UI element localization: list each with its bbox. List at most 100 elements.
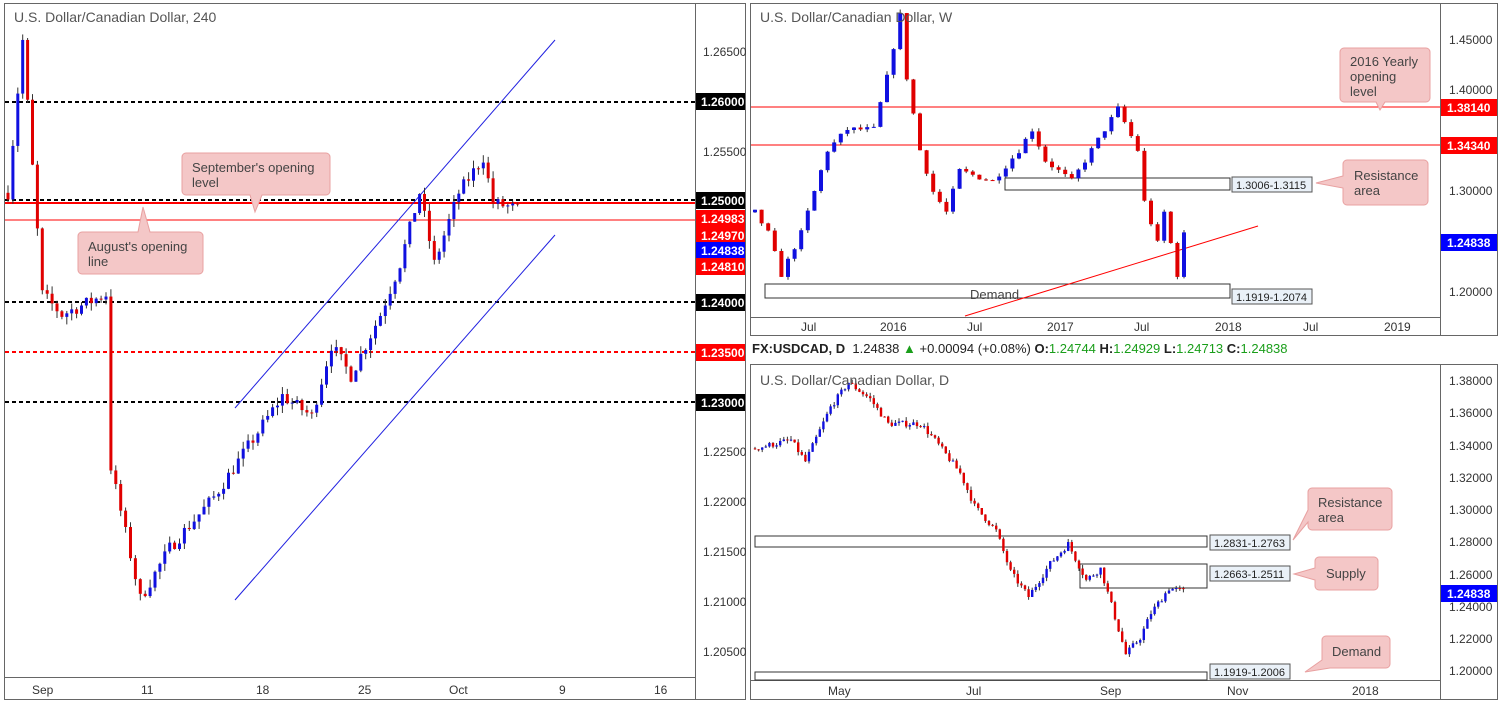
candle-up (418, 193, 422, 214)
candle-down (89, 297, 93, 304)
svg-text:Resistance: Resistance (1318, 495, 1382, 510)
y-tick: 1.25500 (703, 145, 747, 159)
candle-down (1117, 619, 1120, 632)
candle-down (423, 193, 426, 211)
candle-down (133, 558, 137, 580)
candle-up (222, 488, 226, 494)
candle-down (937, 191, 942, 202)
candle-down (35, 164, 39, 229)
zone-label: 1.2663-1.2511 (1214, 569, 1284, 581)
candle-up (761, 447, 764, 450)
candle-up (378, 316, 382, 326)
zone-resistance-weekly[interactable] (1004, 177, 1231, 191)
svg-text:September's opening: September's opening (192, 160, 314, 175)
y-tick: 1.38000 (1449, 374, 1493, 388)
high-label: H: (1099, 341, 1114, 356)
weekly-zone-labels: 1.3006-1.3115 1.1919-1.2074 Demand (970, 176, 1313, 305)
zone-label: 1.3006-1.3115 (1236, 180, 1306, 192)
zone-supply-daily[interactable] (1079, 563, 1208, 589)
y-tick: 1.40000 (1449, 83, 1493, 97)
y-tick: 1.22000 (703, 495, 747, 509)
candle-up (354, 370, 358, 382)
candle-down (1074, 551, 1077, 561)
candle-down (285, 394, 289, 404)
candle-up (1083, 162, 1087, 170)
candle-up (782, 439, 785, 442)
svg-text:2016 Yearly: 2016 Yearly (1350, 54, 1418, 69)
candle-up (1023, 138, 1028, 154)
candle-down (1020, 583, 1023, 586)
weekly-chart-title: U.S. Dollar/Canadian Dollar, W (760, 9, 953, 25)
candle-up (833, 405, 836, 407)
candle-down (60, 311, 64, 317)
candle-down (251, 440, 255, 443)
candle-up (753, 209, 757, 213)
candle-up (320, 384, 324, 405)
callout-resistance-weekly[interactable]: Resistance area (1315, 159, 1429, 206)
callout-2016-yearly-opening[interactable]: 2016 Yearly opening level (1339, 47, 1431, 112)
candle-down (1155, 224, 1160, 241)
candle-down (793, 439, 796, 443)
x-tick: 11 (141, 683, 154, 697)
zone-demand-daily[interactable] (754, 671, 1208, 681)
candle-down (344, 354, 348, 367)
candle-down (977, 503, 980, 509)
candle-down (300, 400, 304, 411)
up-arrow-icon: ▲ (903, 341, 916, 356)
x-tick: Jul (1303, 320, 1318, 334)
candle-up (997, 176, 1002, 181)
candle-down (31, 99, 34, 165)
trend-line[interactable] (964, 225, 1259, 317)
symbol-info-bar: FX:USDCAD, D 1.24838 ▲ +0.00094 (+0.08%)… (752, 341, 1288, 356)
candle-up (951, 188, 955, 212)
candle-up (457, 193, 461, 202)
candle-up (799, 230, 804, 250)
candle-up (1031, 589, 1034, 597)
callout-augusts-opening[interactable]: August's opening line (77, 206, 204, 275)
candle-up (65, 313, 69, 317)
callout-resistance-daily[interactable]: Resistance area (1292, 487, 1393, 541)
candle-up (16, 93, 20, 146)
candle-up (819, 170, 823, 191)
candle-down (1056, 167, 1061, 170)
candle-down (501, 199, 505, 207)
candle-up (812, 190, 817, 211)
candle-up (383, 305, 387, 317)
candle-up (768, 442, 771, 447)
price-badge: 1.24000 (701, 296, 745, 310)
candle-down (55, 303, 59, 312)
candle-down (869, 396, 872, 399)
candle-down (114, 470, 118, 485)
candle-up (84, 297, 88, 306)
candle-down (962, 472, 965, 484)
candle-down (854, 383, 857, 390)
channel-upper-line[interactable] (234, 39, 556, 409)
x-tick: Oct (449, 683, 468, 697)
callout-supply-daily[interactable]: Supply (1292, 556, 1379, 591)
candle-down (6, 192, 10, 200)
candle-up (1146, 619, 1149, 629)
x-tick: Jul (967, 320, 982, 334)
candle-up (70, 309, 74, 314)
zone-resistance-daily[interactable] (754, 535, 1208, 548)
candle-down (40, 228, 44, 291)
candle-up (153, 571, 157, 588)
candle-down (797, 442, 800, 453)
candle-down (143, 593, 147, 597)
zone-demand-weekly[interactable] (764, 283, 1231, 299)
h4-chart-title: U.S. Dollar/Canadian Dollar, 240 (14, 9, 217, 25)
candle-up (894, 422, 897, 426)
candle-up (878, 102, 883, 127)
callout-septembers-opening[interactable]: September's opening level (181, 152, 331, 214)
channel-lower-line[interactable] (234, 234, 556, 601)
candle-up (891, 49, 896, 75)
candle-down (1009, 562, 1012, 570)
candle-down (995, 525, 998, 530)
svg-text:Supply: Supply (1326, 566, 1366, 581)
callout-demand-daily[interactable]: Demand (1304, 635, 1391, 673)
candle-down (779, 251, 784, 277)
candle-up (1167, 590, 1171, 594)
candle-up (786, 258, 790, 277)
y-tick: 1.26500 (703, 45, 747, 59)
